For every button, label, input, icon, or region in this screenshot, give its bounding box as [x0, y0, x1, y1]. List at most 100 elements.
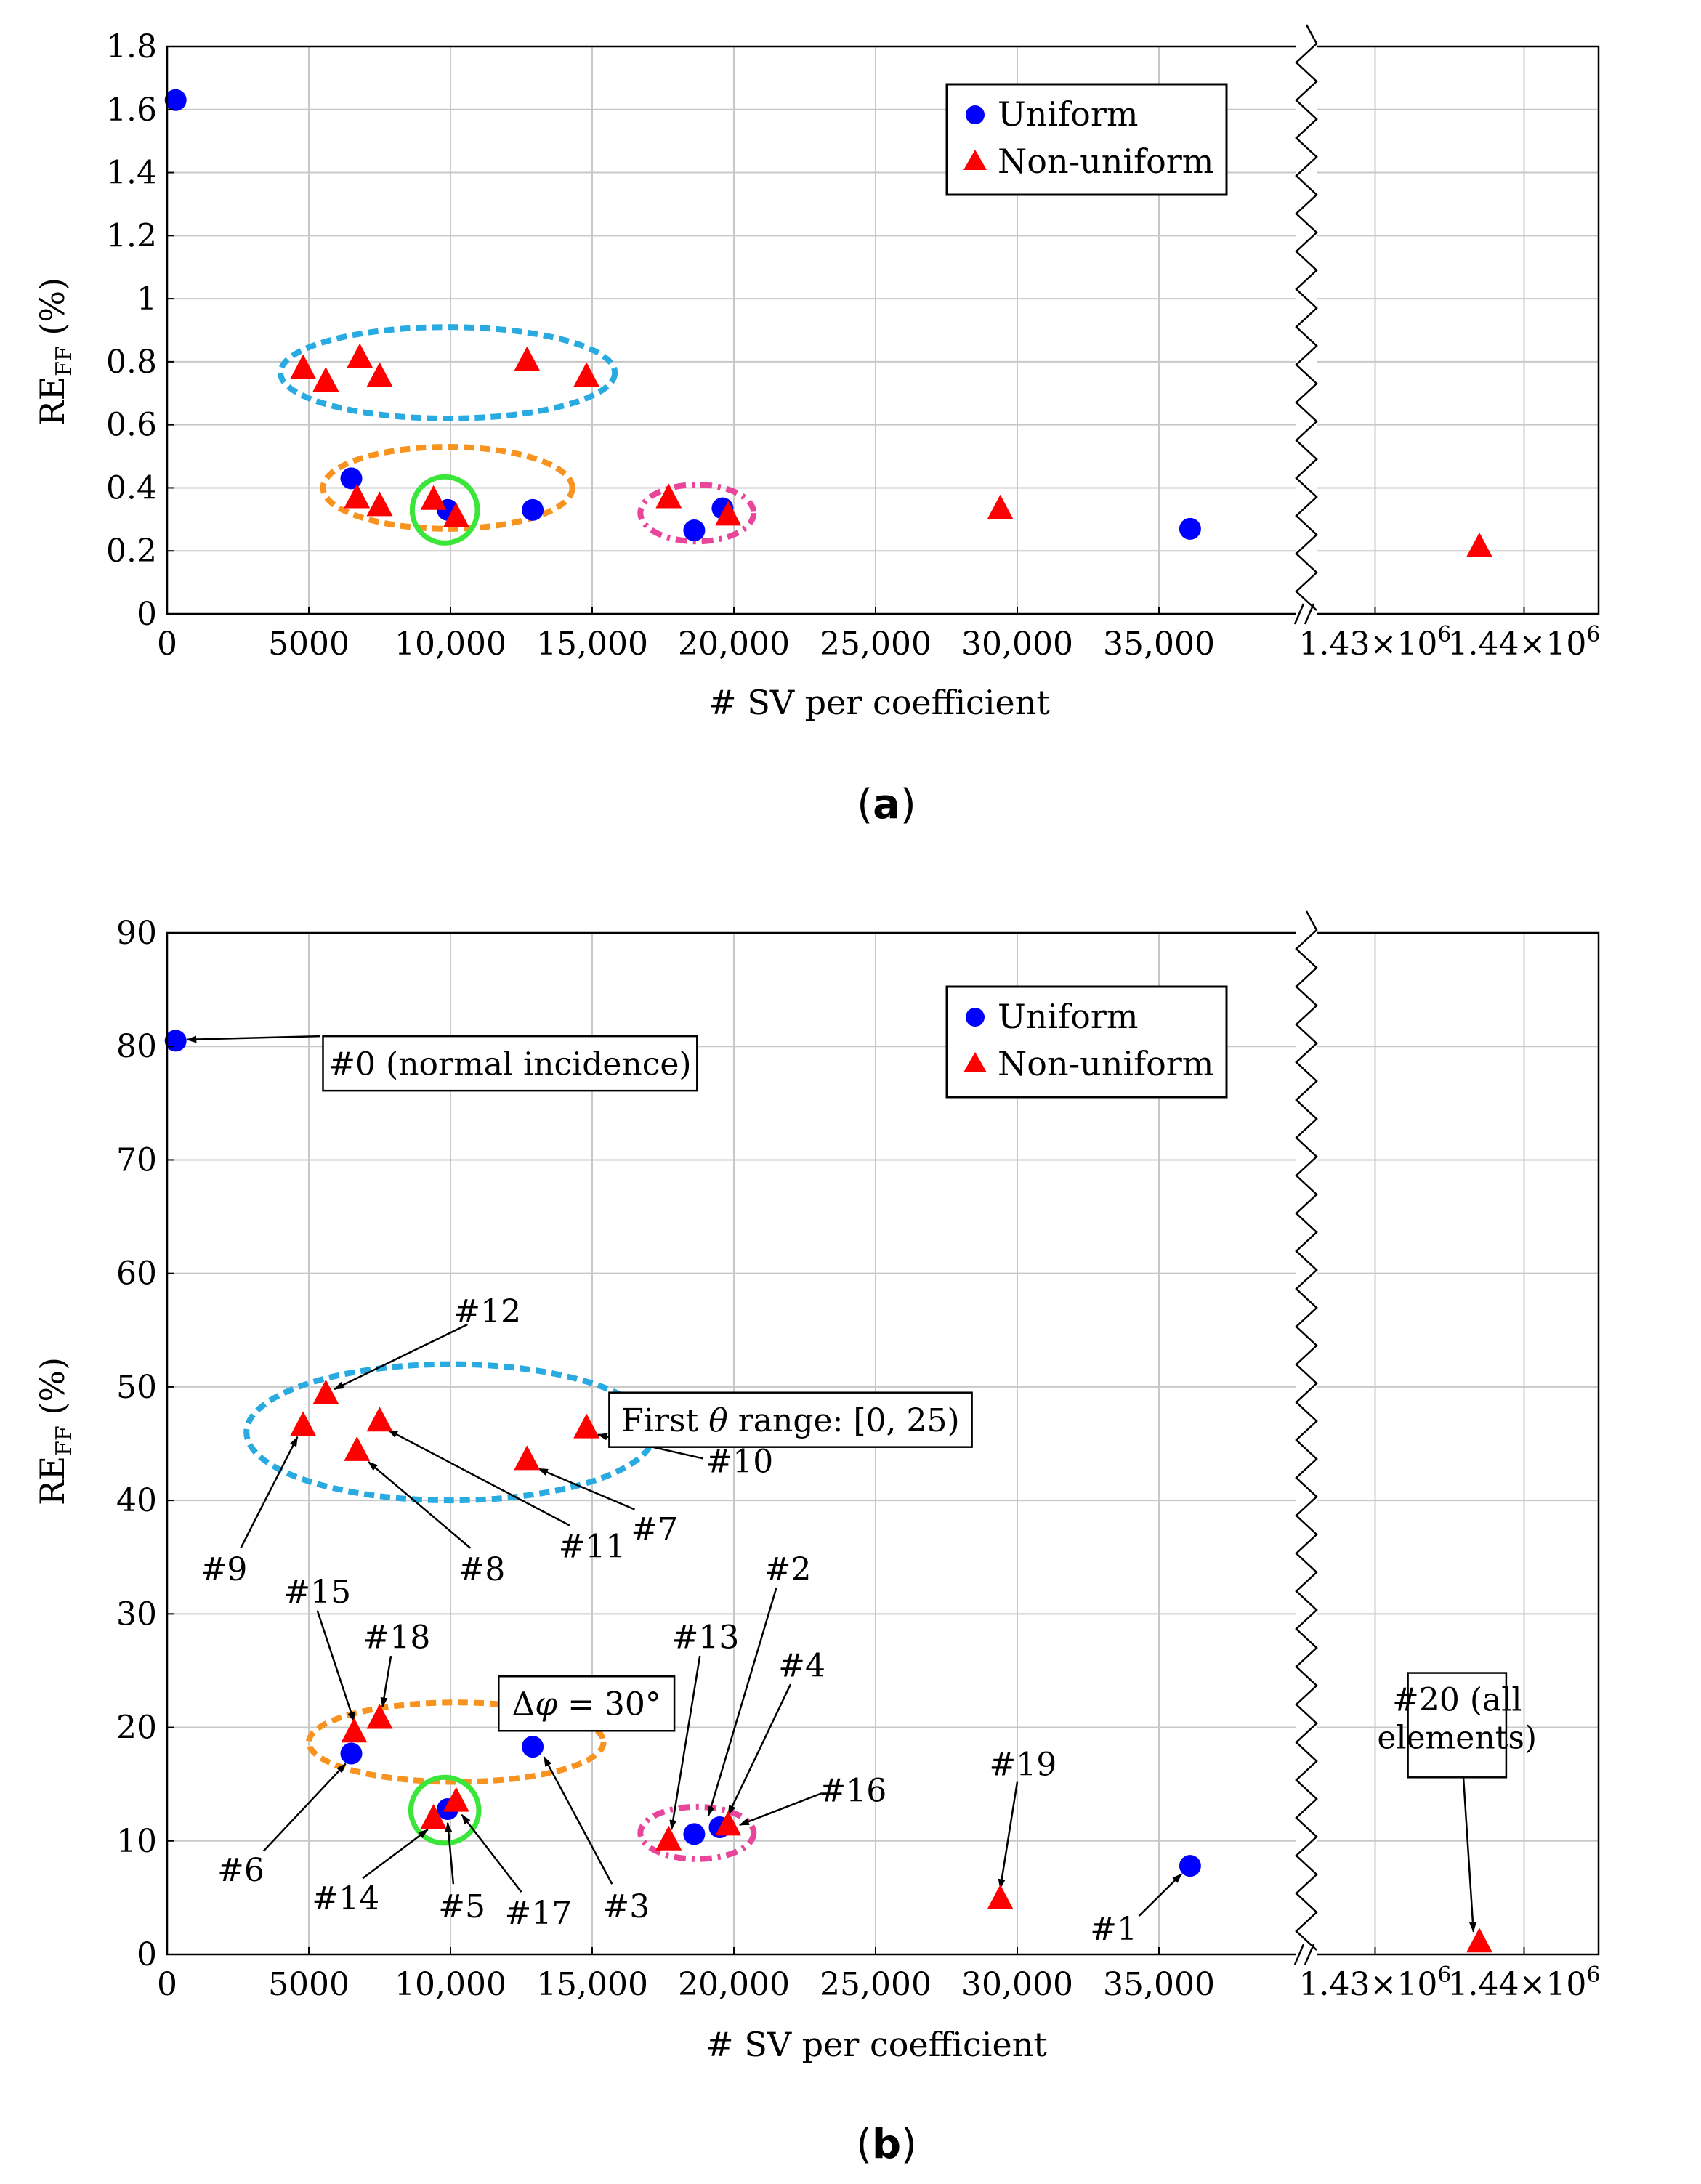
chart-b-textbox-1	[608, 1391, 973, 1448]
chart-a-legend-marker-nonuniform	[963, 150, 987, 170]
chart-b-textbox-3-line-1: elements)	[1377, 1720, 1537, 1757]
chart-a-ytick-label-9: 1.8	[106, 28, 157, 65]
chart-b-xtick-label-1: 5000	[268, 1966, 350, 2003]
chart-a-break-mark-1	[1293, 603, 1305, 625]
chart-b-textbox-1-post: range: [0, 25)	[728, 1402, 960, 1439]
chart-a-xtick-label-1: 5000	[268, 626, 350, 663]
chart-a-point-triangle-1-12	[987, 494, 1014, 519]
chart-a-ytick-label-6: 1.2	[106, 217, 157, 254]
chart-b-point-triangle-1-0	[290, 1411, 317, 1436]
chart-b-callout-label-2: #9	[201, 1551, 248, 1588]
chart-a-marks	[164, 89, 1492, 557]
chart-b-textbox-3	[1407, 1672, 1508, 1779]
chart-b-callout-arrow-1	[334, 1323, 468, 1391]
chart-a-break-zigzag	[1295, 24, 1318, 611]
chart-b-point-triangle-1-6	[341, 1718, 368, 1743]
chart-b-point-triangle-1-11	[715, 1811, 742, 1836]
chart-b-callout-arrow-14	[669, 1655, 701, 1831]
chart-b-point-triangle-1-8	[420, 1804, 447, 1829]
chart-a-xtick-label-6: 30,000	[961, 626, 1073, 663]
chart-a-point-triangle-1-3	[366, 362, 393, 387]
chart-a-ylabel-unit: (%)	[33, 278, 72, 346]
chart-a-point-triangle-1-2	[347, 343, 373, 368]
chart-b-point-circle-0-1	[340, 1742, 363, 1765]
chart-b-ytick-label-3: 30	[116, 1595, 157, 1633]
chart-a-xlabel: # SV per coefficient	[708, 683, 1050, 722]
chart-b-callout-arrow-15	[707, 1588, 777, 1817]
chart-b-break-mark-2	[1304, 1944, 1315, 1965]
chart-a-caption: (a)	[857, 781, 916, 828]
chart-b-xtick-label-4: 20,000	[678, 1966, 790, 2003]
chart-a-point-triangle-1-6	[344, 483, 371, 509]
chart-b-textbox-2-post: = 30°	[557, 1686, 661, 1723]
chart-b-callout-arrow-2	[240, 1436, 299, 1549]
chart-b-legend-marker-nonuniform	[963, 1052, 987, 1072]
chart-b-point-circle-0-3	[522, 1736, 544, 1758]
chart-b-callout-label-11: #5	[438, 1888, 485, 1925]
chart-b-ylabel-main: RE	[33, 1456, 72, 1505]
chart-b-point-triangle-1-13	[1466, 1928, 1492, 1953]
chart-b-point-triangle-1-7	[366, 1704, 393, 1729]
chart-b-callout-arrow-8	[380, 1655, 392, 1708]
chart-b-ylabel-sub: FF	[52, 1425, 77, 1456]
chart-b-callout-arrow-19	[1138, 1873, 1183, 1917]
chart-b-textbox-2-sym: φ	[535, 1686, 557, 1723]
chart-b-point-triangle-1-5	[573, 1413, 600, 1439]
chart-a-ytick-label-7: 1.4	[106, 155, 157, 192]
chart-b-callout-label-10: #14	[312, 1880, 379, 1917]
chart-b-textbox-0-text: #0 (normal incidence)	[328, 1046, 691, 1083]
chart-b-callout-arrow-7	[316, 1610, 355, 1723]
chart-a-axes: 0 5000 10,000 15,000 20,000 25,000 30,000 35,00…	[106, 24, 1600, 663]
chart-b-caption-letter: b	[872, 2121, 901, 2168]
chart-b-textbox-1-pre: First	[621, 1402, 708, 1439]
chart-b-textbox-2-pre: Δ	[512, 1686, 535, 1723]
chart-a-ytick-label-1: 0.2	[106, 533, 157, 570]
chart-a-legend-box	[945, 83, 1228, 196]
chart-b-callout-label-3: #8	[458, 1551, 505, 1588]
chart-a-point-triangle-1-1	[312, 367, 339, 392]
chart-a-point-triangle-1-13	[1466, 532, 1492, 557]
chart-a-grid	[166, 46, 1599, 615]
chart-a-legend: Uniform Non-uniform	[945, 83, 1228, 196]
chart-b-callout-label-14: #13	[672, 1619, 740, 1657]
chart-b-ylabel: REFF (%)	[33, 1357, 77, 1505]
chart-b-legend-box	[945, 985, 1228, 1099]
chart-a-ytick-label-3: 0.6	[106, 407, 157, 444]
chart-b-callout-arrow-13	[543, 1756, 613, 1885]
chart-b-btick-label-0-base: 1.43×10	[1299, 1966, 1438, 2003]
chart-b-callout-label-18: #19	[989, 1747, 1056, 1784]
chart-a-ytick-label-2: 0.4	[106, 469, 157, 506]
chart-b-ytick-label-1: 10	[116, 1823, 157, 1860]
chart-b-callout-label-15: #2	[764, 1551, 812, 1588]
chart-b-xtick-label-0: 0	[157, 1966, 177, 2003]
chart-b-callout-label-19: #1	[1090, 1911, 1137, 1948]
chart-b-break-zigzag	[1295, 910, 1318, 1951]
chart-b-callouts: #12 #9 #8 #11 #7 #10 #15 #18 #6 #14 #5 #17 #3 #13 #2 #4…	[186, 1035, 1476, 1948]
chart-b-callout-arrow-16	[727, 1683, 792, 1816]
chart-b-callout-label-9: #6	[217, 1852, 264, 1889]
chart-a-xtick-label-3: 15,000	[536, 626, 648, 663]
chart-b-point-triangle-1-1	[312, 1379, 339, 1404]
chart-b-xtick-label-7: 35,000	[1103, 1966, 1215, 2003]
chart-a-xtick-label-4: 20,000	[678, 626, 790, 663]
chart-a-annotations	[277, 324, 757, 546]
chart-a-legend-label-uniform: Uniform	[998, 94, 1138, 134]
chart-a-annotation-ellipse-0	[277, 324, 618, 421]
chart-a-point-triangle-1-4	[514, 346, 541, 371]
chart-a-annotation-ellipse-1	[320, 444, 575, 532]
chart-a-frame	[166, 45, 1600, 615]
chart-a-xtick-label-7: 35,000	[1103, 626, 1215, 663]
chart-b-callout-label-6: #10	[706, 1443, 773, 1480]
chart-a-point-circle-0-0	[164, 89, 187, 111]
chart-a-point-triangle-1-7	[366, 491, 393, 517]
chart-b-ytick-label-4: 40	[116, 1482, 157, 1519]
chart-a-xtick-label-0: 0	[157, 626, 177, 663]
chart-b-callout-arrow-11	[445, 1821, 455, 1885]
chart-b-callout-arrow-17	[738, 1792, 823, 1827]
chart-b-callout-label-1: #12	[453, 1293, 521, 1330]
chart-b-legend-marker-uniform	[966, 1008, 985, 1027]
chart-b-btick-label-0-exp: 6	[1437, 1962, 1451, 1988]
chart-b-btick-label-1-exp: 6	[1586, 1962, 1600, 1988]
chart-a-caption-letter: a	[873, 781, 900, 828]
chart-b-point-triangle-1-3	[366, 1407, 393, 1432]
